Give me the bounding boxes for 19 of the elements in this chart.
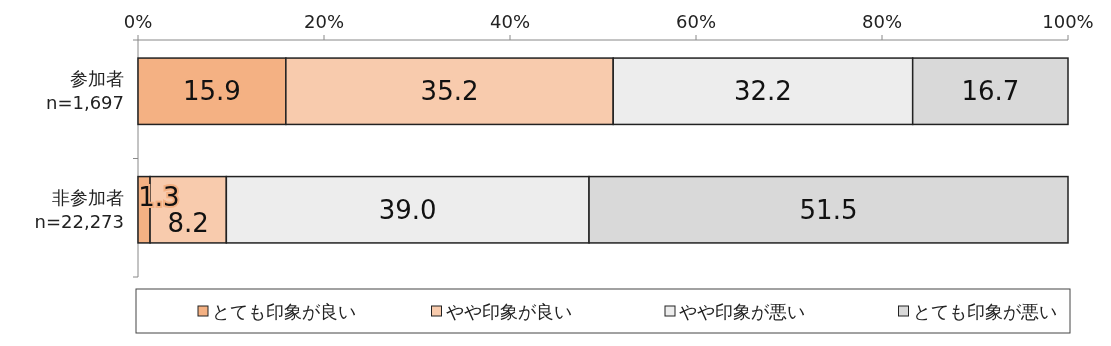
x-tick-label: 80% xyxy=(861,11,903,32)
y-tick-label: 非参加者 n=22,273 xyxy=(34,186,124,232)
data-label: 16.7 xyxy=(961,76,1020,107)
y-tick-label: 参加者 n=1,697 xyxy=(45,68,124,114)
data-label: 15.9 xyxy=(182,76,241,107)
legend-label: やや印象が悪い xyxy=(679,301,805,322)
legend-label: やや印象が良い xyxy=(445,301,572,322)
legend-label: とても印象が良い xyxy=(212,301,356,322)
data-label: 51.5 xyxy=(799,194,858,225)
data-label: 8.2 xyxy=(167,207,209,238)
data-label: 35.2 xyxy=(420,76,479,107)
data-label: 39.0 xyxy=(378,194,437,225)
legend-label: とても印象が悪い xyxy=(912,301,1057,322)
x-tick-label: 20% xyxy=(303,11,345,32)
x-tick-label: 40% xyxy=(489,11,531,32)
x-tick-label: 0% xyxy=(123,11,153,32)
data-label: 32.2 xyxy=(734,76,792,107)
x-tick-label: 100% xyxy=(1042,11,1094,32)
x-tick-label: 60% xyxy=(675,11,717,32)
